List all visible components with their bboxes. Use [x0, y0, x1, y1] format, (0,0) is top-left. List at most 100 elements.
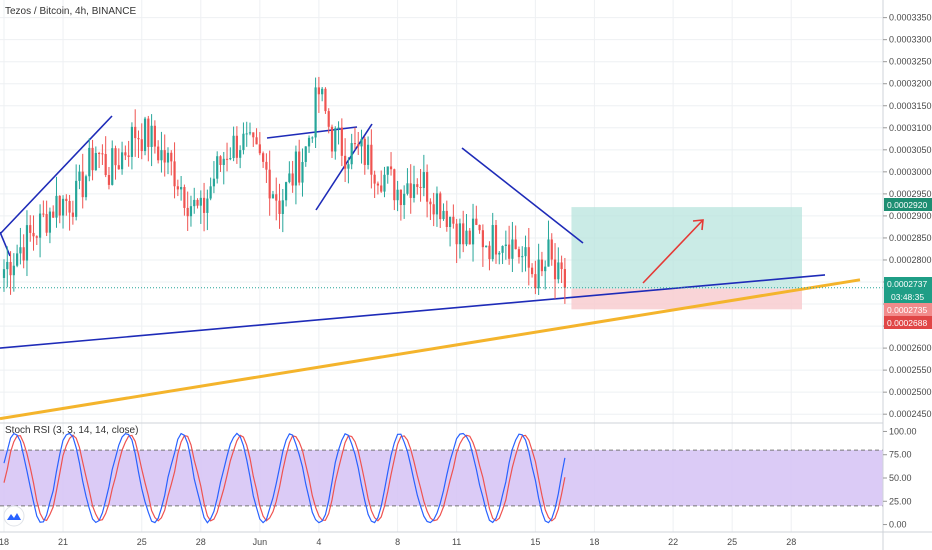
candle-body [166, 152, 170, 163]
candle-body [239, 150, 242, 158]
candle-body [48, 211, 52, 233]
candle-body [429, 201, 432, 205]
candle-body [130, 126, 134, 157]
candle-body [422, 172, 425, 189]
price-tick-label: 0.0002500 [889, 387, 932, 397]
candle-body [475, 218, 478, 225]
candle-body [127, 155, 130, 157]
candle-body [94, 153, 97, 171]
price-tick-label: 0.0002800 [889, 255, 932, 265]
candle-body [419, 186, 422, 189]
time-tick-label: 25 [727, 537, 737, 547]
rsi-tick-label: 25.00 [889, 496, 912, 506]
candle-body [340, 127, 343, 156]
candle-body [284, 182, 288, 201]
candle-body [504, 244, 507, 246]
candle-body [209, 186, 212, 199]
candle-body [347, 164, 350, 169]
candle-body [432, 204, 435, 215]
candle-body [448, 216, 452, 228]
pattern-line [315, 123, 373, 211]
candle-body [235, 135, 238, 158]
candle-body [321, 88, 324, 95]
time-tick-label: 18 [0, 537, 9, 547]
time-tick-label: 15 [530, 537, 540, 547]
candle-body [317, 87, 320, 95]
support-trend-line[interactable] [0, 274, 826, 349]
candle-body [560, 262, 563, 270]
candle-body [508, 244, 511, 259]
candle-body [511, 239, 514, 259]
candle-body [160, 150, 163, 161]
countdown-badge: 03:48:35 [884, 290, 932, 303]
time-tick-label: 25 [137, 537, 147, 547]
candle-body [412, 184, 416, 198]
candle-body [468, 230, 471, 245]
pattern-line [0, 231, 11, 257]
candle-body [68, 200, 71, 213]
candle-body [353, 143, 357, 145]
candle-body [255, 137, 258, 145]
candle-body [488, 245, 491, 260]
candle-body [12, 265, 15, 276]
candle-body [219, 156, 222, 165]
candle-body [471, 218, 475, 245]
candle-body [88, 147, 91, 177]
long-trend-line[interactable] [0, 278, 861, 421]
candle-body [337, 127, 340, 129]
time-tick-label: 28 [196, 537, 206, 547]
candle-body [16, 253, 19, 266]
price-axis[interactable]: 0.0002450 0.0002500 0.0002550 0.0002600 0.00… [883, 13, 932, 420]
candle-body [212, 178, 216, 187]
candle-body [189, 206, 193, 217]
candle-body [84, 176, 88, 198]
candle-body [370, 144, 373, 175]
candles [2, 76, 566, 304]
stop-zone[interactable] [571, 288, 802, 310]
candle-body [380, 185, 383, 192]
candle-body [91, 147, 94, 171]
candle-body [445, 210, 448, 228]
indicator-title: Stoch RSI (3, 3, 14, 14, close) [5, 425, 138, 436]
candle-body [176, 186, 179, 190]
candle-body [452, 216, 455, 224]
candle-body [304, 146, 307, 162]
price-tick-label: 0.0003000 [889, 167, 932, 177]
candle-body [462, 223, 465, 245]
time-tick-label: 11 [452, 537, 461, 547]
price-tick-label: 0.0002600 [889, 343, 932, 353]
candle-body [557, 262, 560, 280]
rsi-axis[interactable]: 100.00 75.00 50.00 25.00 0.00 [883, 426, 917, 530]
candle-body [163, 150, 166, 163]
candle-body [389, 166, 393, 170]
price-tick-label: 0.0003050 [889, 145, 932, 155]
projection-arrow[interactable] [642, 219, 704, 284]
candle-body [563, 269, 566, 288]
candle-body [104, 154, 107, 176]
candle-body [22, 247, 25, 261]
stoch-rsi-d-line [3, 434, 566, 522]
price-grid [0, 0, 883, 532]
time-tick-label: 21 [58, 537, 68, 547]
candle-body [498, 252, 501, 255]
tradingview-logo[interactable] [3, 505, 25, 527]
candle-body [324, 88, 327, 112]
candle-body [294, 151, 298, 186]
candle-body [140, 139, 143, 152]
candle-body [150, 125, 153, 147]
candle-body [327, 111, 330, 127]
candle-body [517, 249, 521, 258]
target-zone[interactable] [571, 207, 802, 289]
candle-body [524, 247, 527, 257]
time-tick-label: 4 [316, 537, 321, 547]
candle-body [366, 144, 370, 165]
candle-body [314, 87, 317, 138]
candle-body [416, 184, 419, 187]
candle-body [216, 156, 219, 179]
candle-body [334, 128, 337, 152]
candle-body [35, 236, 38, 238]
price-tick-label: 0.0002850 [889, 233, 932, 243]
price-tick-label: 0.0003100 [889, 123, 932, 133]
time-axis[interactable]: 18 21 25 28 Jun 4 8 11 15 18 22 25 28 [0, 537, 796, 547]
